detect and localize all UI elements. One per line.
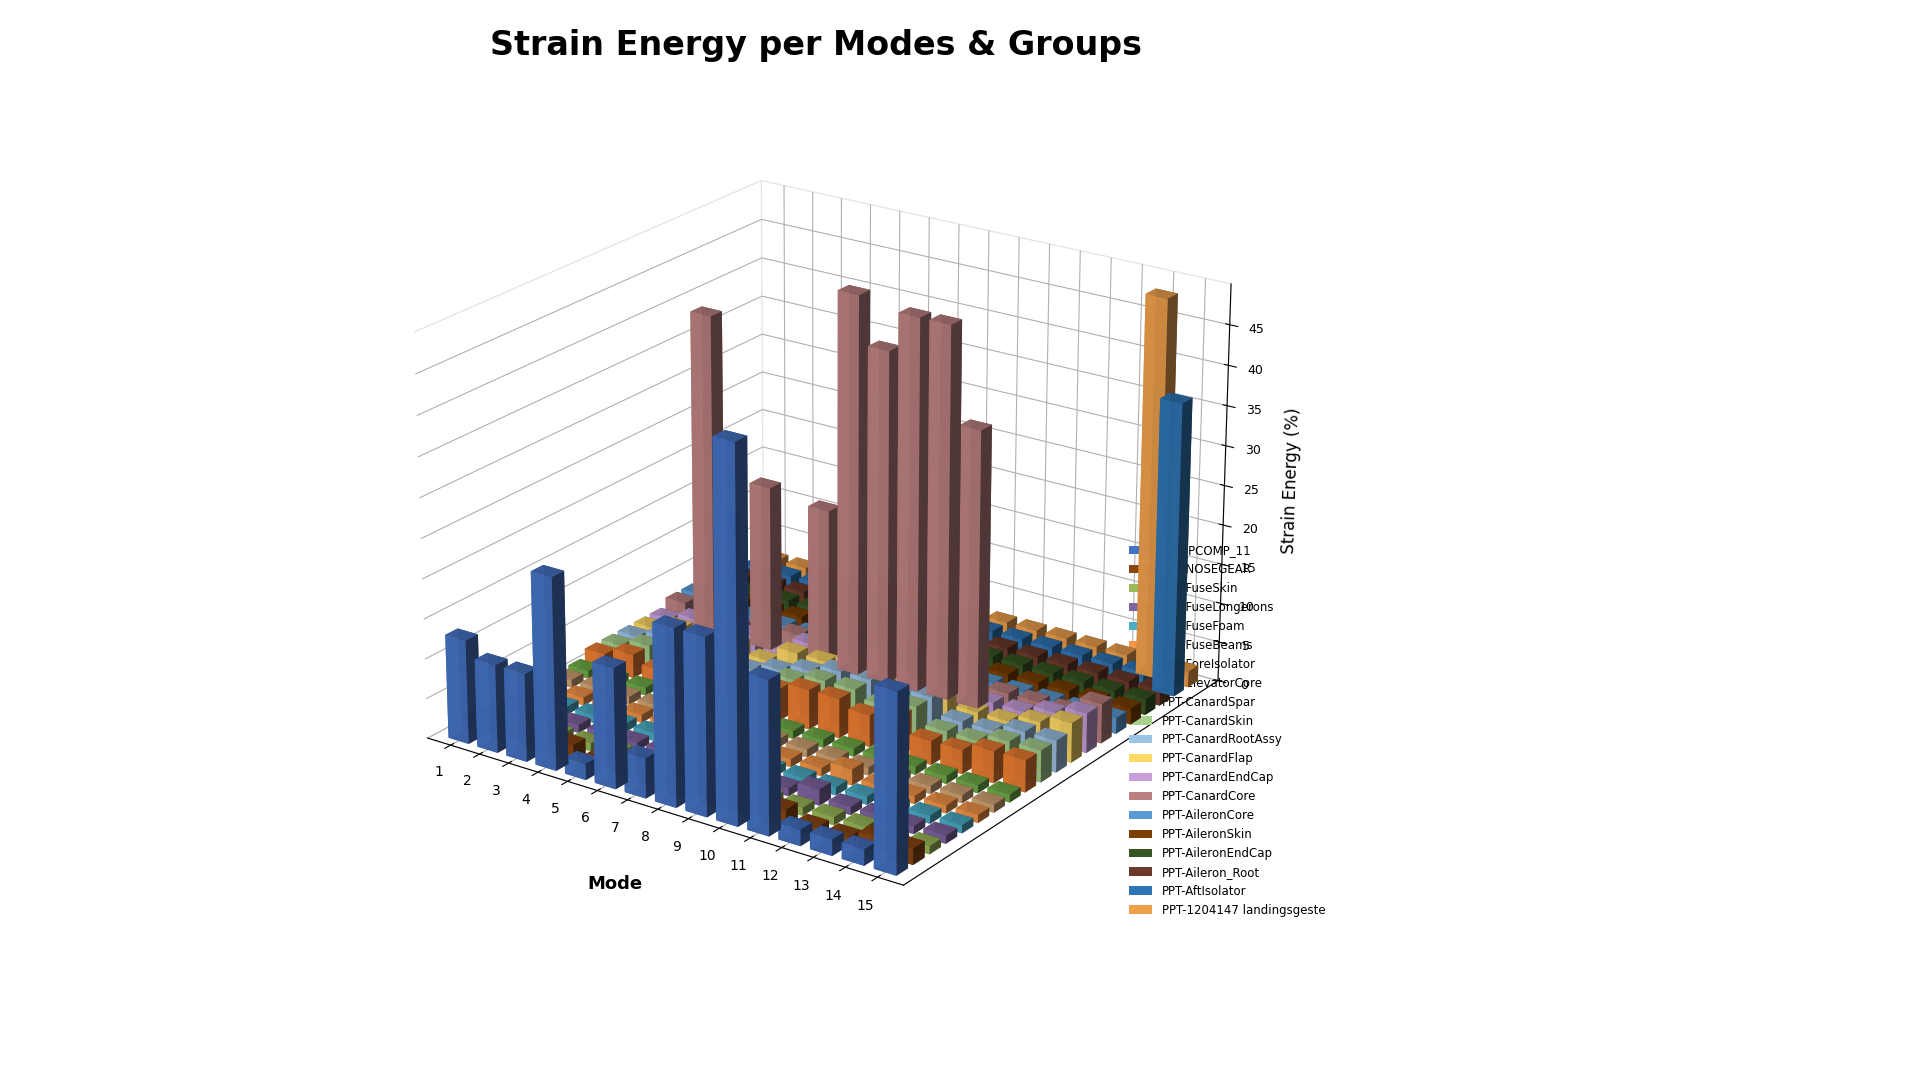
Legend: PPT_PCOMP_11, PPT-NOSEGEAR, PPT-FuseSkin, PPT-FuseLongerons, PPT-FuseFoam, PPT-F: PPT_PCOMP_11, PPT-NOSEGEAR, PPT-FuseSkin…	[1123, 540, 1331, 921]
X-axis label: Mode: Mode	[588, 876, 643, 893]
Title: Strain Energy per Modes & Groups: Strain Energy per Modes & Groups	[490, 29, 1142, 62]
